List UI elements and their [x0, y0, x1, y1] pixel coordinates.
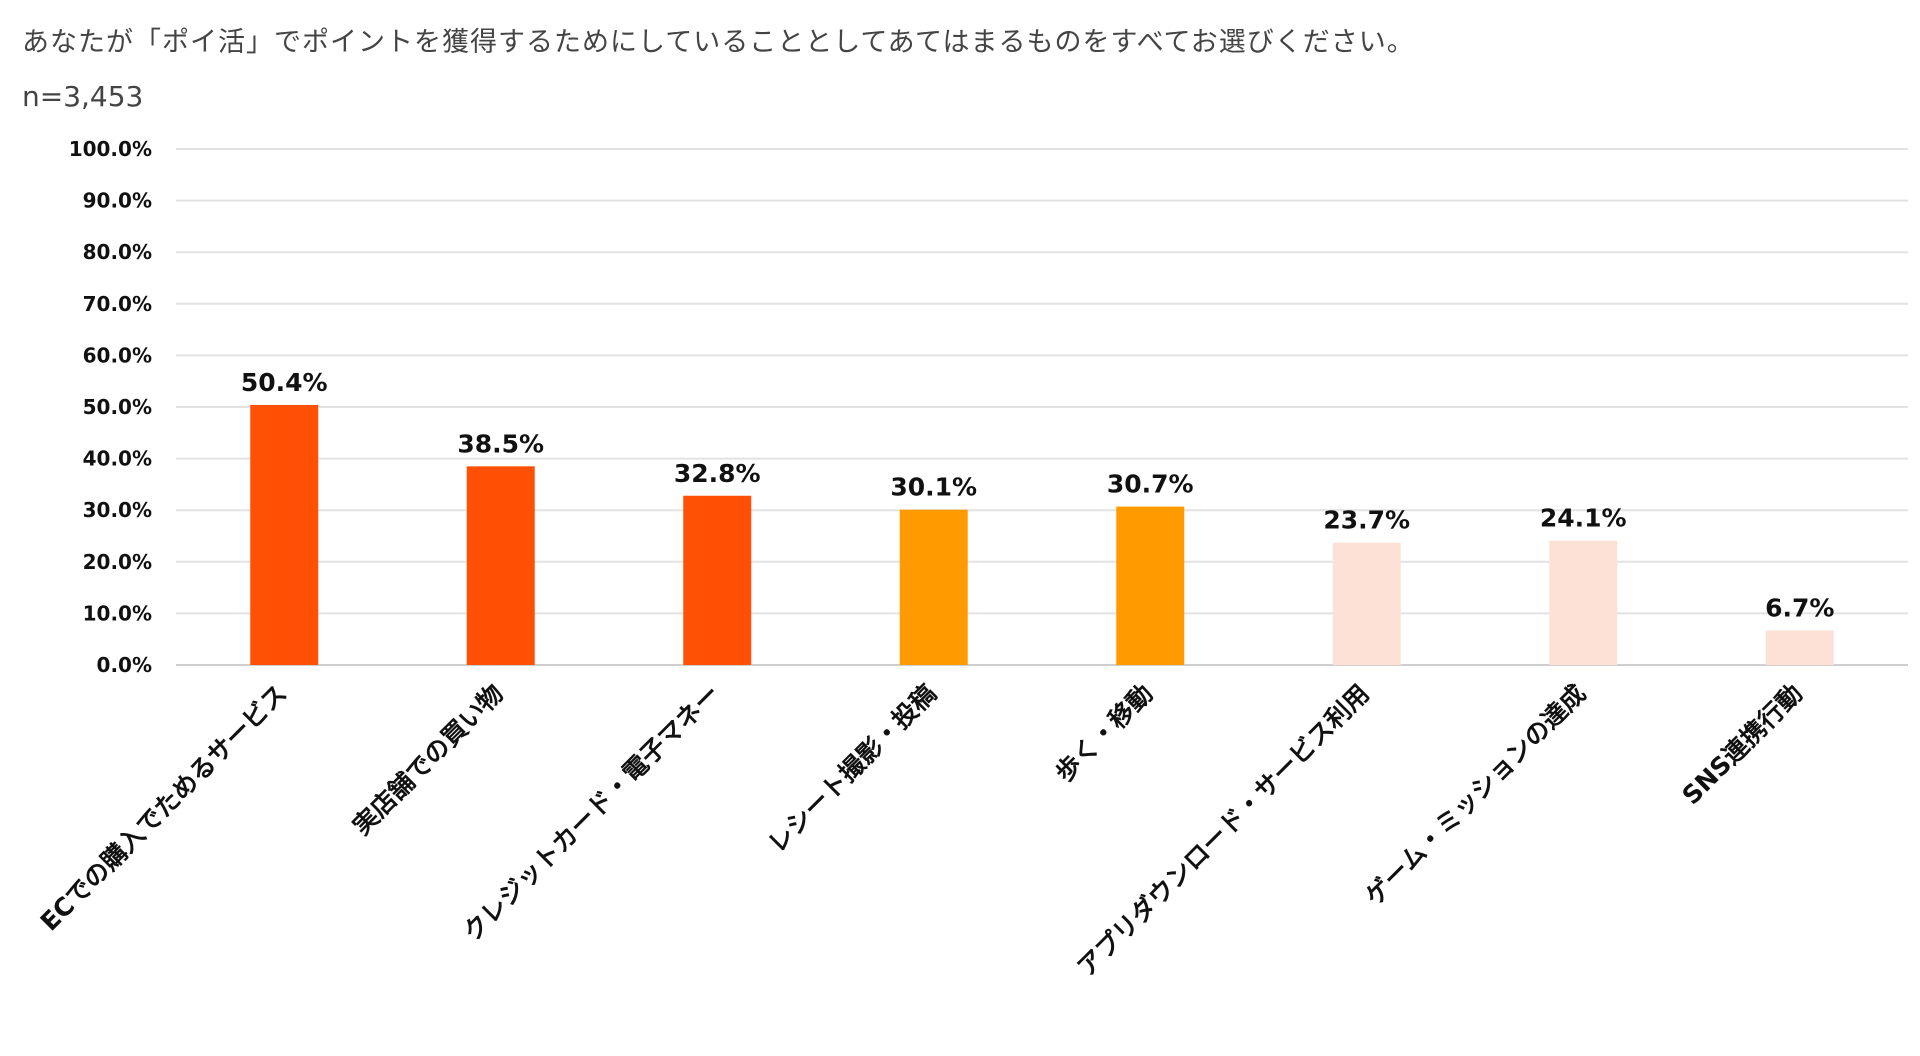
bar: [250, 404, 319, 665]
y-tick-label: 30.0%: [83, 498, 152, 522]
sample-size: n=3,453: [22, 80, 144, 113]
data-label: 38.5%: [457, 429, 544, 458]
x-category-label: 実店舗での買い物: [347, 679, 509, 841]
x-category-label: 歩く・移動: [1050, 679, 1159, 788]
x-category-label: ゲーム・ミッションの達成: [1359, 679, 1591, 911]
y-tick-label: 100.0%: [69, 137, 152, 161]
data-label: 32.8%: [674, 459, 761, 488]
data-label: 50.4%: [241, 368, 328, 397]
data-label: 23.7%: [1323, 506, 1410, 535]
x-category-label: クレジットカード・電子マネー: [457, 679, 725, 947]
data-label: 30.7%: [1107, 470, 1194, 499]
bar: [683, 495, 752, 665]
y-tick-label: 40.0%: [83, 447, 152, 471]
data-label: 6.7%: [1765, 593, 1834, 622]
y-tick-label: 90.0%: [83, 189, 152, 213]
data-label: 30.1%: [890, 473, 977, 502]
y-tick-label: 60.0%: [83, 343, 152, 367]
x-category-label: レシート撮影・投稿: [762, 679, 942, 859]
bar: [1549, 540, 1618, 665]
x-category-label: ECでの購入でためるサービス: [35, 679, 293, 937]
y-tick-label: 70.0%: [83, 292, 152, 316]
y-tick-label: 0.0%: [97, 653, 152, 677]
x-category-label: SNS連携行動: [1677, 679, 1808, 810]
bar: [1332, 542, 1401, 665]
bar: [899, 509, 968, 665]
chart-title: あなたが「ポイ活」でポイントを獲得するためにしていることとしてあてはまるものをす…: [22, 27, 1415, 58]
bar: [1116, 506, 1185, 665]
y-tick-label: 50.0%: [83, 395, 152, 419]
data-label: 24.1%: [1540, 504, 1627, 533]
y-tick-label: 10.0%: [83, 601, 152, 625]
bar: [1765, 630, 1834, 665]
bar: [466, 466, 535, 665]
y-tick-label: 20.0%: [83, 550, 152, 574]
y-tick-label: 80.0%: [83, 240, 152, 264]
